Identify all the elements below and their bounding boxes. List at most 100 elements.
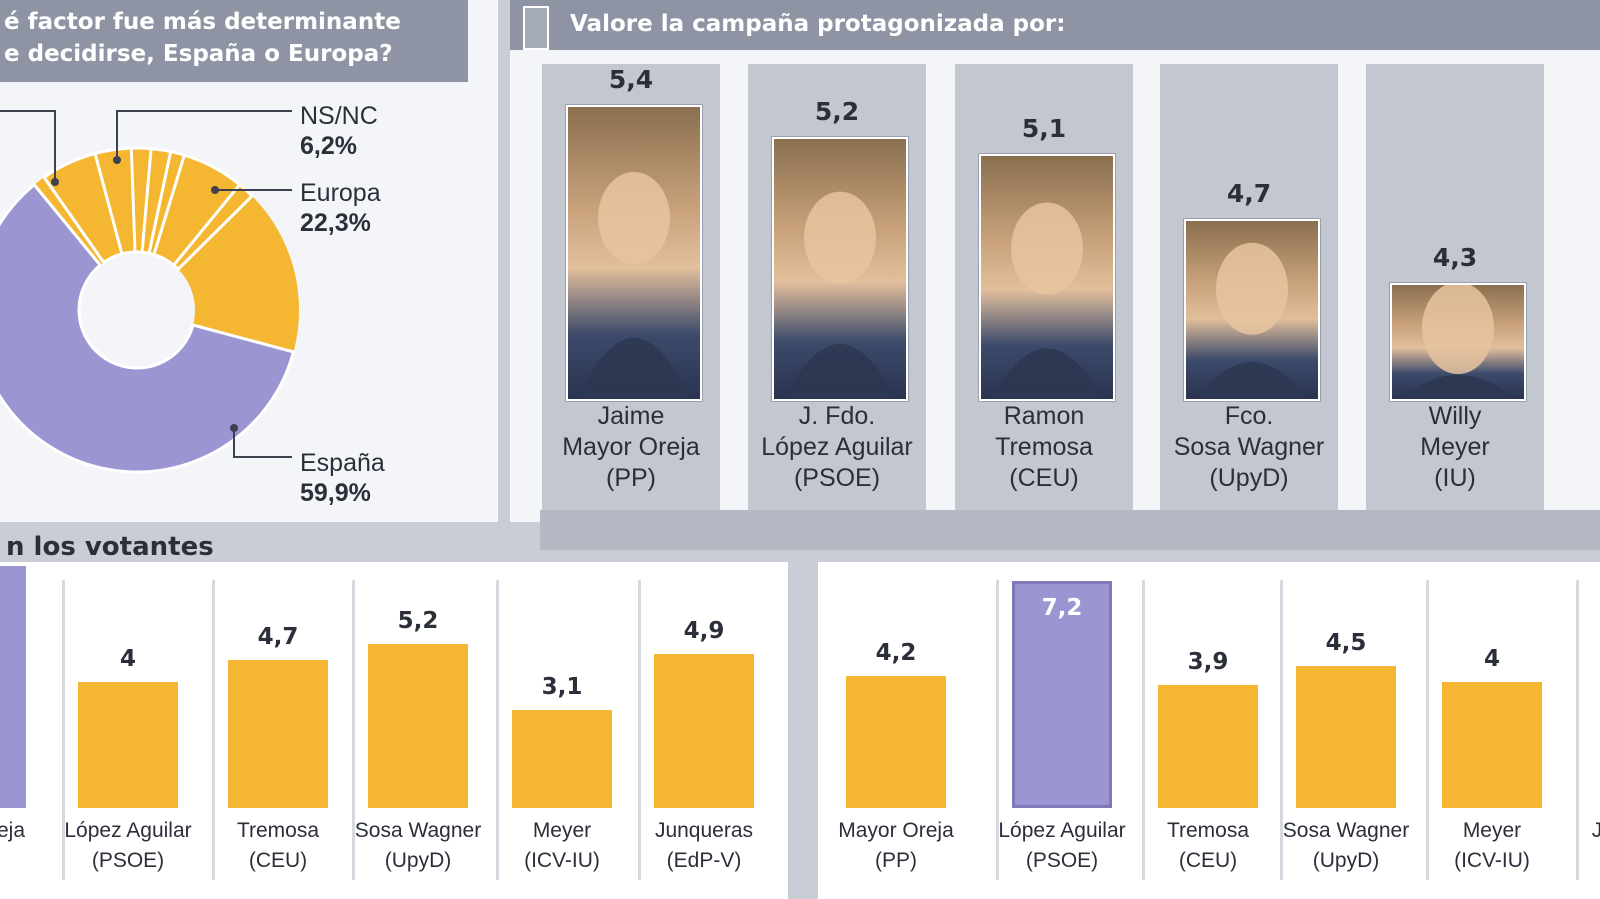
bar-category-line2: (CEU) xyxy=(1178,849,1238,872)
bar-separator xyxy=(996,580,999,880)
candidates-strip xyxy=(540,510,1600,550)
candidate-name: Willy Meyer (IU) xyxy=(1366,401,1544,494)
bar-category-line1: Meyer xyxy=(1462,819,1522,842)
candidate-name-party: (UpyD) xyxy=(1209,464,1289,492)
candidate-rating: 4,7 xyxy=(1226,178,1272,208)
candidate-rating: 5,4 xyxy=(608,65,654,94)
bar-separator xyxy=(638,580,641,880)
bar-category-label: Meyer (ICV-IU) xyxy=(492,816,632,876)
candidates-header: Valore la campaña protagonizada por: xyxy=(510,0,1600,50)
bar-category-line2: (EdP-V) xyxy=(666,849,742,872)
candidate-column: 4,7 Fco. Sosa Wagner (UpyD) xyxy=(1160,64,1338,542)
bar-category-line2: (ICV-IU) xyxy=(524,849,600,872)
candidate-rating: 4,3 xyxy=(1432,243,1478,273)
donut-question-header: é factor fue más determinante e decidirs… xyxy=(0,0,468,82)
candidate-column: 5,2 J. Fdo. López Aguilar (PSOE) xyxy=(748,64,926,542)
bar-value-label: 4,9 xyxy=(683,617,725,644)
bar-category-line1: Tremosa xyxy=(236,819,320,842)
bar-separator xyxy=(496,580,499,880)
donut-divider-1 xyxy=(129,148,137,253)
bar xyxy=(654,653,754,808)
bar-category-line2: (PSOE) xyxy=(91,849,165,872)
donut-divider-0 xyxy=(93,153,124,255)
bar xyxy=(228,659,328,808)
leader-dot-1 xyxy=(211,186,219,194)
bar-separator xyxy=(352,580,355,880)
candidate-photo xyxy=(772,137,908,401)
leader-line-3 xyxy=(0,110,56,180)
candidate-photo xyxy=(1184,218,1320,401)
candidate-photo xyxy=(979,153,1115,401)
bar-category-label: López Aguilar (PSOE) xyxy=(58,816,198,876)
bar-value-label: 3,9 xyxy=(1187,649,1229,676)
donut-slice-0 xyxy=(0,182,296,474)
bar-category-label: J xyxy=(1572,816,1600,846)
bar xyxy=(846,675,946,808)
bar-value-label: 4,2 xyxy=(875,639,917,666)
bar-separator xyxy=(62,580,65,880)
candidates-title: Valore la campaña protagonizada por: xyxy=(570,11,1066,37)
slice-label-europa: Europa 22,3% xyxy=(300,178,381,238)
slice-label-espana: España 59,9% xyxy=(300,448,385,508)
candidate-column: 5,4 Jaime Mayor Oreja (PP) xyxy=(542,64,720,542)
portrait-icon xyxy=(784,192,896,399)
leader-dot-3 xyxy=(51,178,59,186)
candidate-name-line2: López Aguilar xyxy=(761,433,913,461)
donut-divider-2 xyxy=(140,148,153,253)
candidate-name-party: (CEU) xyxy=(1009,464,1079,492)
bar-category-line1: Mayor Oreja xyxy=(838,819,954,842)
bar-category-line1: López Aguilar xyxy=(64,819,192,842)
candidate-name-line2: Meyer xyxy=(1420,433,1490,461)
leader-line-2 xyxy=(233,428,292,458)
donut-divider-3 xyxy=(147,151,173,254)
bar-category-line1: eja xyxy=(0,819,26,842)
bar-separator xyxy=(1142,580,1145,880)
portrait-icon xyxy=(991,202,1103,399)
candidate-name-party: (PP) xyxy=(606,464,656,492)
bar-category-line2: (PP) xyxy=(875,849,917,872)
candidate-name-party: (PSOE) xyxy=(793,464,881,492)
bar xyxy=(1158,685,1258,808)
bar-value-label: 4,7 xyxy=(257,623,299,650)
candidate-rating: 5,2 xyxy=(814,97,860,127)
bar xyxy=(1442,682,1542,808)
bar-category-label: Tremosa (CEU) xyxy=(208,816,348,876)
bar-category-label: Sosa Wagner (UpyD) xyxy=(348,816,488,876)
bar-category-label: Mayor Oreja (PP) xyxy=(826,816,966,876)
bar-category-line2: (PSOE) xyxy=(1025,849,1099,872)
bar-separator xyxy=(1426,580,1429,880)
candidate-name-line2: Sosa Wagner xyxy=(1173,433,1325,461)
donut-slice-2 xyxy=(152,153,242,268)
bar-category-line2: (UpyD) xyxy=(1312,849,1380,872)
bar xyxy=(512,710,612,808)
candidate-photo xyxy=(1390,283,1526,401)
candidate-column: 4,3 Willy Meyer (IU) xyxy=(1366,64,1544,542)
bar-category-line1: J xyxy=(1591,819,1600,842)
bar-category-line2: (ICV-IU) xyxy=(1454,849,1530,872)
bar-value-label: 4 xyxy=(1483,646,1500,672)
voters-section-label: n los votantes xyxy=(6,532,214,562)
portrait-icon xyxy=(1402,285,1514,399)
leader-dot-2 xyxy=(230,424,238,432)
candidate-name-line1: Willy xyxy=(1428,402,1482,430)
bar-value-label: 4,5 xyxy=(1325,630,1367,657)
bar-separator xyxy=(212,580,215,880)
slice-europa-name: Europa xyxy=(300,179,381,207)
slice-espana-name: España xyxy=(300,449,385,477)
bar-category-label: Junqueras (EdP-V) xyxy=(634,816,774,876)
slice-europa-value: 22,3% xyxy=(300,209,371,237)
bar xyxy=(368,644,468,808)
bar-category-line1: Junqueras xyxy=(654,819,754,842)
bar-value-label: 5,2 xyxy=(397,608,439,635)
candidate-name: J. Fdo. López Aguilar (PSOE) xyxy=(748,401,926,494)
candidate-column: 5,1 Ramon Tremosa (CEU) xyxy=(955,64,1133,542)
slice-espana-value: 59,9% xyxy=(300,479,371,507)
candidate-name-line2: Mayor Oreja xyxy=(562,433,700,461)
candidate-name-line2: Tremosa xyxy=(995,433,1093,461)
bar-value-label: 7,2 xyxy=(1041,595,1083,622)
bar-category-line1: Sosa Wagner xyxy=(1282,819,1410,842)
candidate-name: Fco. Sosa Wagner (UpyD) xyxy=(1160,401,1338,494)
header-accent xyxy=(523,6,549,50)
bar xyxy=(1296,666,1396,808)
donut-question-line2: e decidirse, España o Europa? xyxy=(4,41,393,67)
